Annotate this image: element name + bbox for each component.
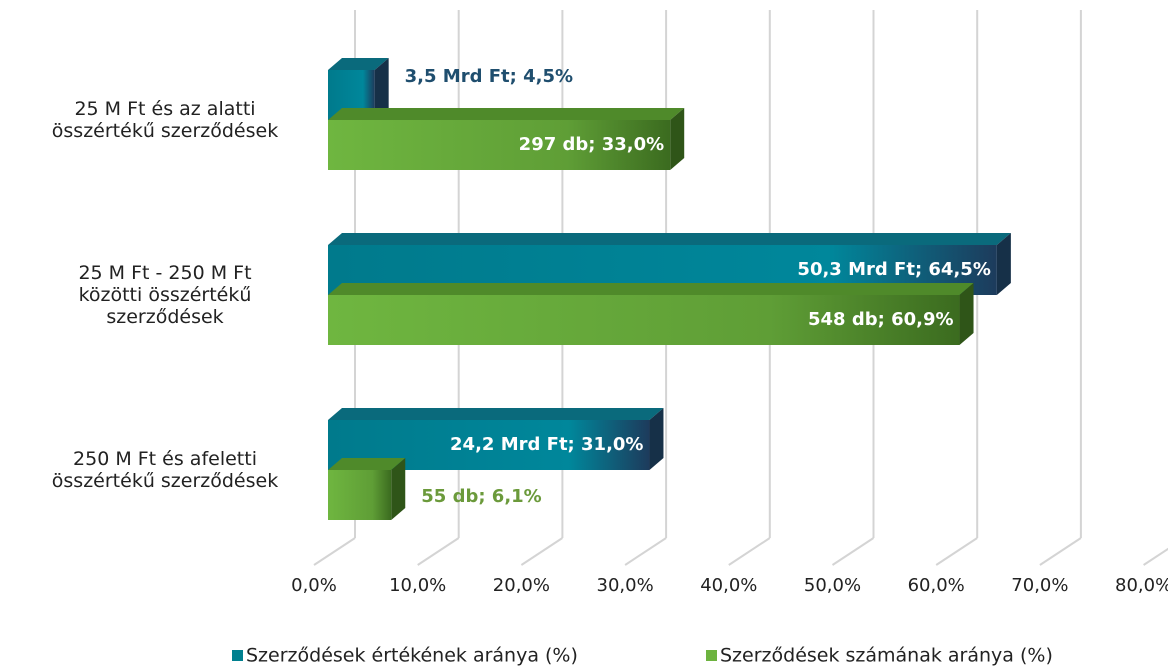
value-label: 55 db; 6,1% [421,486,541,507]
bar-top [328,108,685,120]
legend-label: Szerződések értékének aránya (%) [246,645,578,667]
bar [328,283,974,345]
x-tick-label: 60,0% [908,575,965,596]
bar-side [670,108,685,170]
x-tick-label: 70,0% [1011,575,1068,596]
value-label: 50,3 Mrd Ft; 64,5% [797,259,990,280]
x-tick-label: 0,0% [291,575,337,596]
value-label: 297 db; 33,0% [519,134,665,155]
category-line: 25 M Ft és az alatti [74,98,255,120]
bar-front [328,470,392,520]
grid-line [728,537,771,566]
category-label: 25 M Ft - 250 M Ft közötti összértékű szer… [78,262,251,328]
grid-line [313,537,356,566]
grid-line [520,537,563,566]
value-label: 24,2 Mrd Ft; 31,0% [450,434,643,455]
bar-side [649,408,664,470]
x-tick-label: 30,0% [597,575,654,596]
grid-line [417,537,460,566]
grid-line [624,537,667,566]
grid-line [1143,547,1168,566]
value-label: 3,5 Mrd Ft; 4,5% [405,66,573,87]
category-label: 250 M Ft és afeletti összértékű szerződés… [52,448,278,492]
bar-side [996,233,1011,295]
bar-side [391,458,406,520]
bar-front [328,295,960,345]
legend-swatch [232,650,243,661]
bar-top [328,233,1011,245]
bar-top [328,283,974,295]
bar-top [328,458,406,470]
category-line: 250 M Ft és afeletti [73,448,257,470]
category-line: 25 M Ft - 250 M Ft [78,262,251,284]
value-label: 548 db; 60,9% [808,309,954,330]
bar-top [328,58,389,70]
legend-swatch [706,650,717,661]
category-line: közötti összértékű [79,284,252,306]
bar-top [328,408,664,420]
bar-side [374,58,389,120]
category-line: szerződések [106,306,223,328]
category-line: összértékű szerződések [52,470,278,492]
grid-line [1039,537,1082,566]
grid-line [831,537,875,566]
x-tick-label: 40,0% [700,575,757,596]
grid-line [935,537,978,566]
legend-label: Szerződések számának aránya (%) [720,645,1053,667]
category-line: összértékű szerződések [52,120,278,142]
bar [328,108,685,170]
bar-front [328,120,671,170]
x-tick-label: 10,0% [389,575,446,596]
category-label: 25 M Ft és az alatti összértékű szerződés… [52,98,278,142]
x-tick-label: 50,0% [804,575,861,596]
bar-side [959,283,974,345]
x-tick-label: 20,0% [493,575,550,596]
x-tick-label: 80,0% [1115,575,1168,596]
bar [328,458,406,520]
